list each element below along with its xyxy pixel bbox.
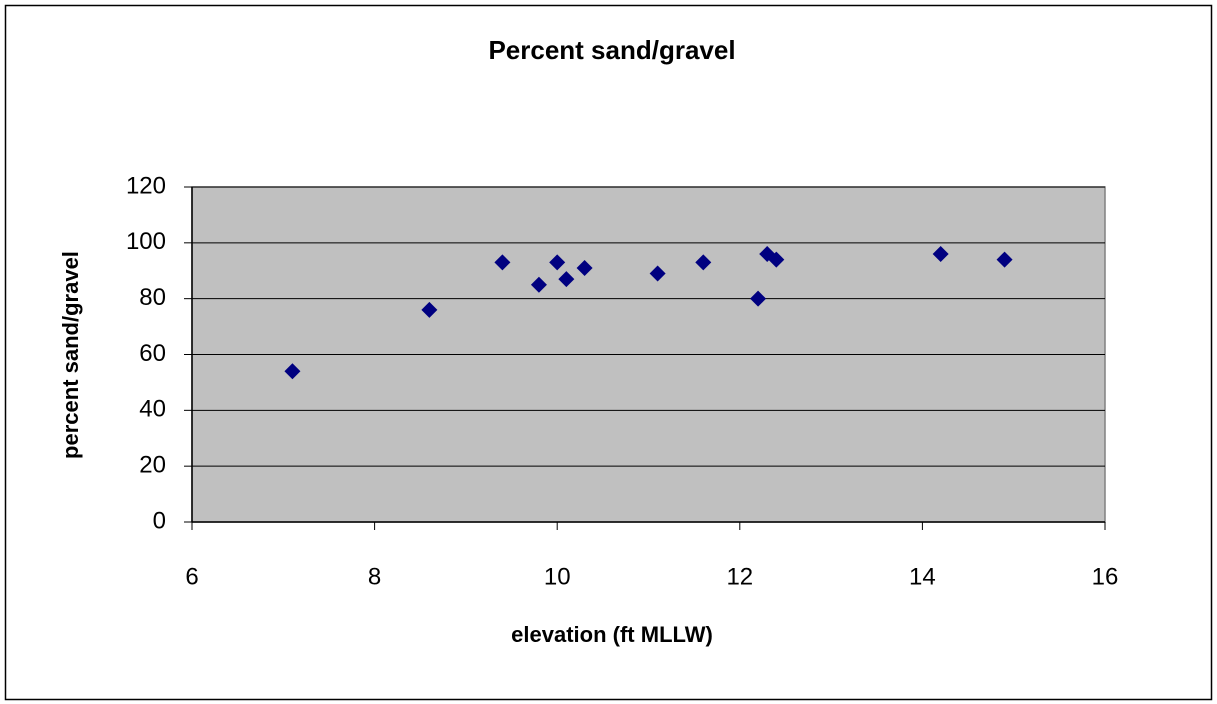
data-point: [932, 246, 949, 262]
x-tick-label: 10: [544, 563, 571, 590]
data-point: [558, 271, 575, 288]
y-tick-label: 120: [126, 172, 166, 199]
y-tick-label: 60: [139, 340, 166, 367]
data-point: [649, 265, 666, 282]
x-tick-label: 14: [909, 563, 936, 590]
data-point: [284, 363, 301, 380]
y-tick-label: 0: [153, 507, 166, 534]
data-point: [549, 254, 566, 271]
y-tick-label: 80: [139, 284, 166, 311]
data-point: [530, 276, 547, 293]
data-point: [768, 251, 785, 268]
x-tick-label: 6: [185, 563, 198, 590]
y-tick-label: 40: [139, 396, 166, 423]
chart-title: Percent sand/gravel: [488, 35, 735, 65]
data-point: [996, 251, 1013, 268]
data-point: [576, 259, 593, 276]
x-tick-label: 8: [368, 563, 381, 590]
x-tick-label: 16: [1092, 563, 1119, 590]
data-point: [421, 301, 438, 318]
y-axis-title: percent sand/gravel: [58, 251, 83, 459]
data-point: [695, 254, 712, 271]
x-tick-label: 12: [726, 563, 753, 590]
y-tick-label: 20: [139, 452, 166, 479]
data-point: [750, 290, 767, 307]
y-tick-label: 100: [126, 228, 166, 255]
x-axis-title: elevation (ft MLLW): [511, 622, 713, 647]
data-point: [494, 254, 511, 271]
